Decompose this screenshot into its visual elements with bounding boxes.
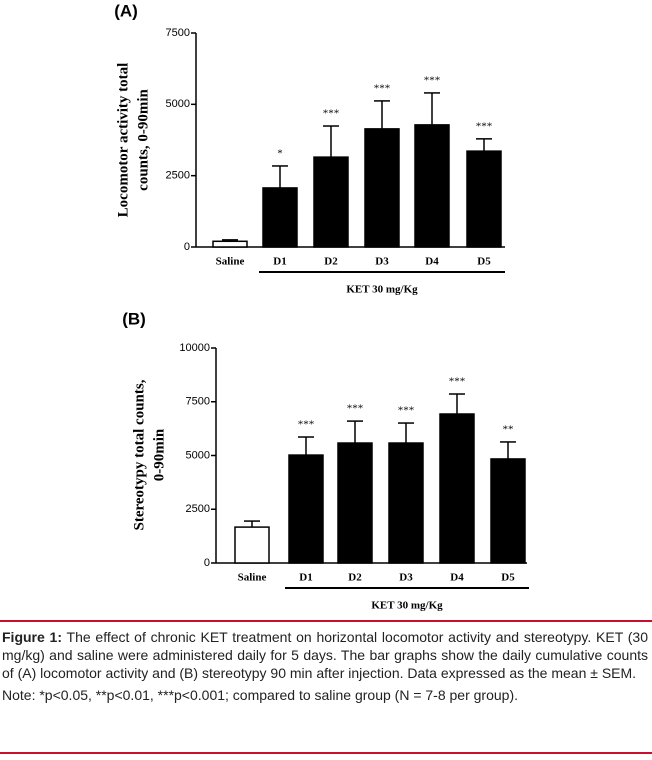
x-tick-label: Saline	[238, 572, 267, 584]
y-axis-label: Stereotypy total counts,	[131, 379, 147, 530]
caption-body: The effect of chronic KET treatment on h…	[2, 629, 648, 681]
panel-label: (A)	[114, 1, 138, 20]
caption-text: Figure 1: The effect of chronic KET trea…	[2, 628, 648, 682]
figure: (A) Locomotor activity total counts, 0-90m…	[114, 1, 529, 612]
caption-label: Figure 1:	[2, 629, 62, 645]
x-tick-label: D3	[375, 256, 389, 268]
x-tick-label: D3	[399, 572, 413, 584]
significance-label: ***	[347, 403, 364, 415]
x-tick-label: D4	[425, 256, 439, 268]
y-tick-label: 0	[204, 557, 210, 569]
y-tick-label: 2500	[186, 503, 210, 515]
significance-label: ***	[449, 376, 466, 388]
x-tick-label: D5	[501, 572, 515, 584]
panel-label: (B)	[122, 309, 146, 328]
y-tick-label: 7500	[186, 396, 210, 408]
significance-label: ***	[323, 108, 340, 120]
x-tick-label: D4	[450, 572, 464, 584]
bar	[414, 124, 450, 248]
group-label: KET 30 mg/Kg	[371, 600, 443, 612]
y-tick-label: 5000	[166, 98, 190, 110]
bar	[364, 128, 400, 248]
significance-label: ***	[476, 120, 493, 132]
x-tick-label: Saline	[216, 256, 245, 268]
x-tick-label: D2	[348, 572, 362, 584]
caption: Figure 1: The effect of chronic KET trea…	[0, 620, 652, 704]
bar	[262, 187, 298, 248]
y-tick-label: 0	[184, 241, 190, 253]
y-axis-label: Locomotor activity total	[115, 63, 131, 218]
significance-label: **	[503, 423, 514, 435]
x-tick-label: D1	[299, 572, 312, 584]
bar	[439, 413, 475, 564]
bar	[337, 442, 373, 564]
y-tick-label: 5000	[186, 449, 210, 461]
bar	[466, 150, 502, 248]
group-label: KET 30 mg/Kg	[346, 284, 418, 296]
y-axis-label: 0-90min	[151, 428, 167, 481]
y-tick-label: 2500	[166, 170, 190, 182]
y-tick-label: 7500	[166, 27, 190, 39]
bar	[388, 442, 424, 564]
x-tick-label: D5	[477, 256, 491, 268]
significance-label: *	[277, 147, 283, 159]
x-tick-label: D2	[324, 256, 338, 268]
significance-label: ***	[424, 74, 441, 86]
bar	[490, 458, 526, 564]
x-tick-label: D1	[273, 256, 286, 268]
bar	[313, 156, 349, 248]
y-axis-label: counts, 0-90min	[135, 89, 151, 191]
significance-label: ***	[298, 419, 315, 431]
caption-rule	[0, 752, 652, 754]
y-tick-label: 10000	[179, 342, 210, 354]
bar	[234, 526, 270, 564]
significance-label: ***	[398, 405, 415, 417]
bar	[212, 240, 248, 248]
significance-label: ***	[374, 82, 391, 94]
caption-note: Note: *p<0.05, **p<0.01, ***p<0.001; com…	[2, 687, 519, 703]
bar	[288, 454, 324, 564]
